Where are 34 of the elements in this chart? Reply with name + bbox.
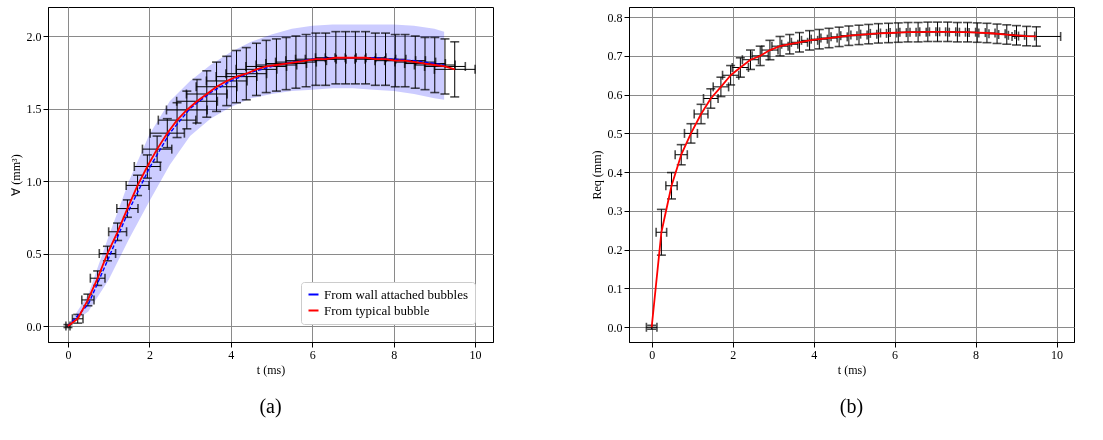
x-tick-label: 2	[730, 347, 737, 362]
x-tick-label: 4	[228, 347, 235, 362]
y-tick-label: 0.5	[607, 126, 623, 141]
y-tick-label: 0.0	[26, 319, 42, 334]
x-tick-label: 8	[973, 347, 980, 362]
x-tick-label: 8	[391, 347, 398, 362]
legend-label: From typical bubble	[324, 302, 430, 318]
text: (a)	[259, 395, 282, 418]
x-tick-label: 6	[892, 347, 899, 362]
y-tick-label: 1.5	[26, 102, 42, 117]
y-tick-label: 0.0	[607, 320, 623, 335]
y-tick-label: 2.0	[26, 29, 42, 44]
y-tick-label: 0.4	[607, 165, 623, 180]
x-tick-label: 0	[65, 347, 72, 362]
x-axis-title: t (ms)	[837, 362, 867, 377]
x-tick-label: 2	[146, 347, 153, 362]
y-tick-label: 0.1	[607, 281, 623, 296]
x-tick-label: 4	[811, 347, 818, 362]
text: (b)	[839, 395, 864, 418]
y-tick-label: 0.3	[607, 204, 623, 219]
y-tick-label: 0.6	[607, 88, 623, 103]
y-axis-title: ∀ (mm³)	[8, 154, 23, 196]
legend-label: From wall attached bubbles	[324, 286, 469, 302]
y-tick-label: 1.0	[26, 174, 42, 189]
y-axis-title: Req (mm)	[589, 150, 604, 200]
x-axis-title: t (ms)	[256, 362, 286, 377]
x-tick-label: 6	[309, 347, 316, 362]
y-tick-label: 0.5	[26, 247, 42, 262]
y-tick-label: 0.8	[607, 10, 623, 25]
x-tick-label: 10	[469, 347, 482, 362]
y-tick-label: 0.7	[607, 49, 623, 64]
x-tick-label: 10	[1051, 347, 1064, 362]
y-tick-label: 0.2	[607, 243, 623, 258]
x-tick-label: 0	[649, 347, 656, 362]
